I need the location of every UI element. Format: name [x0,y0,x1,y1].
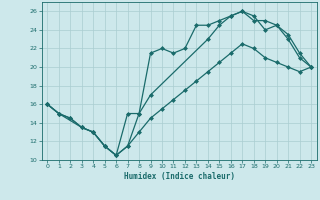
X-axis label: Humidex (Indice chaleur): Humidex (Indice chaleur) [124,172,235,181]
